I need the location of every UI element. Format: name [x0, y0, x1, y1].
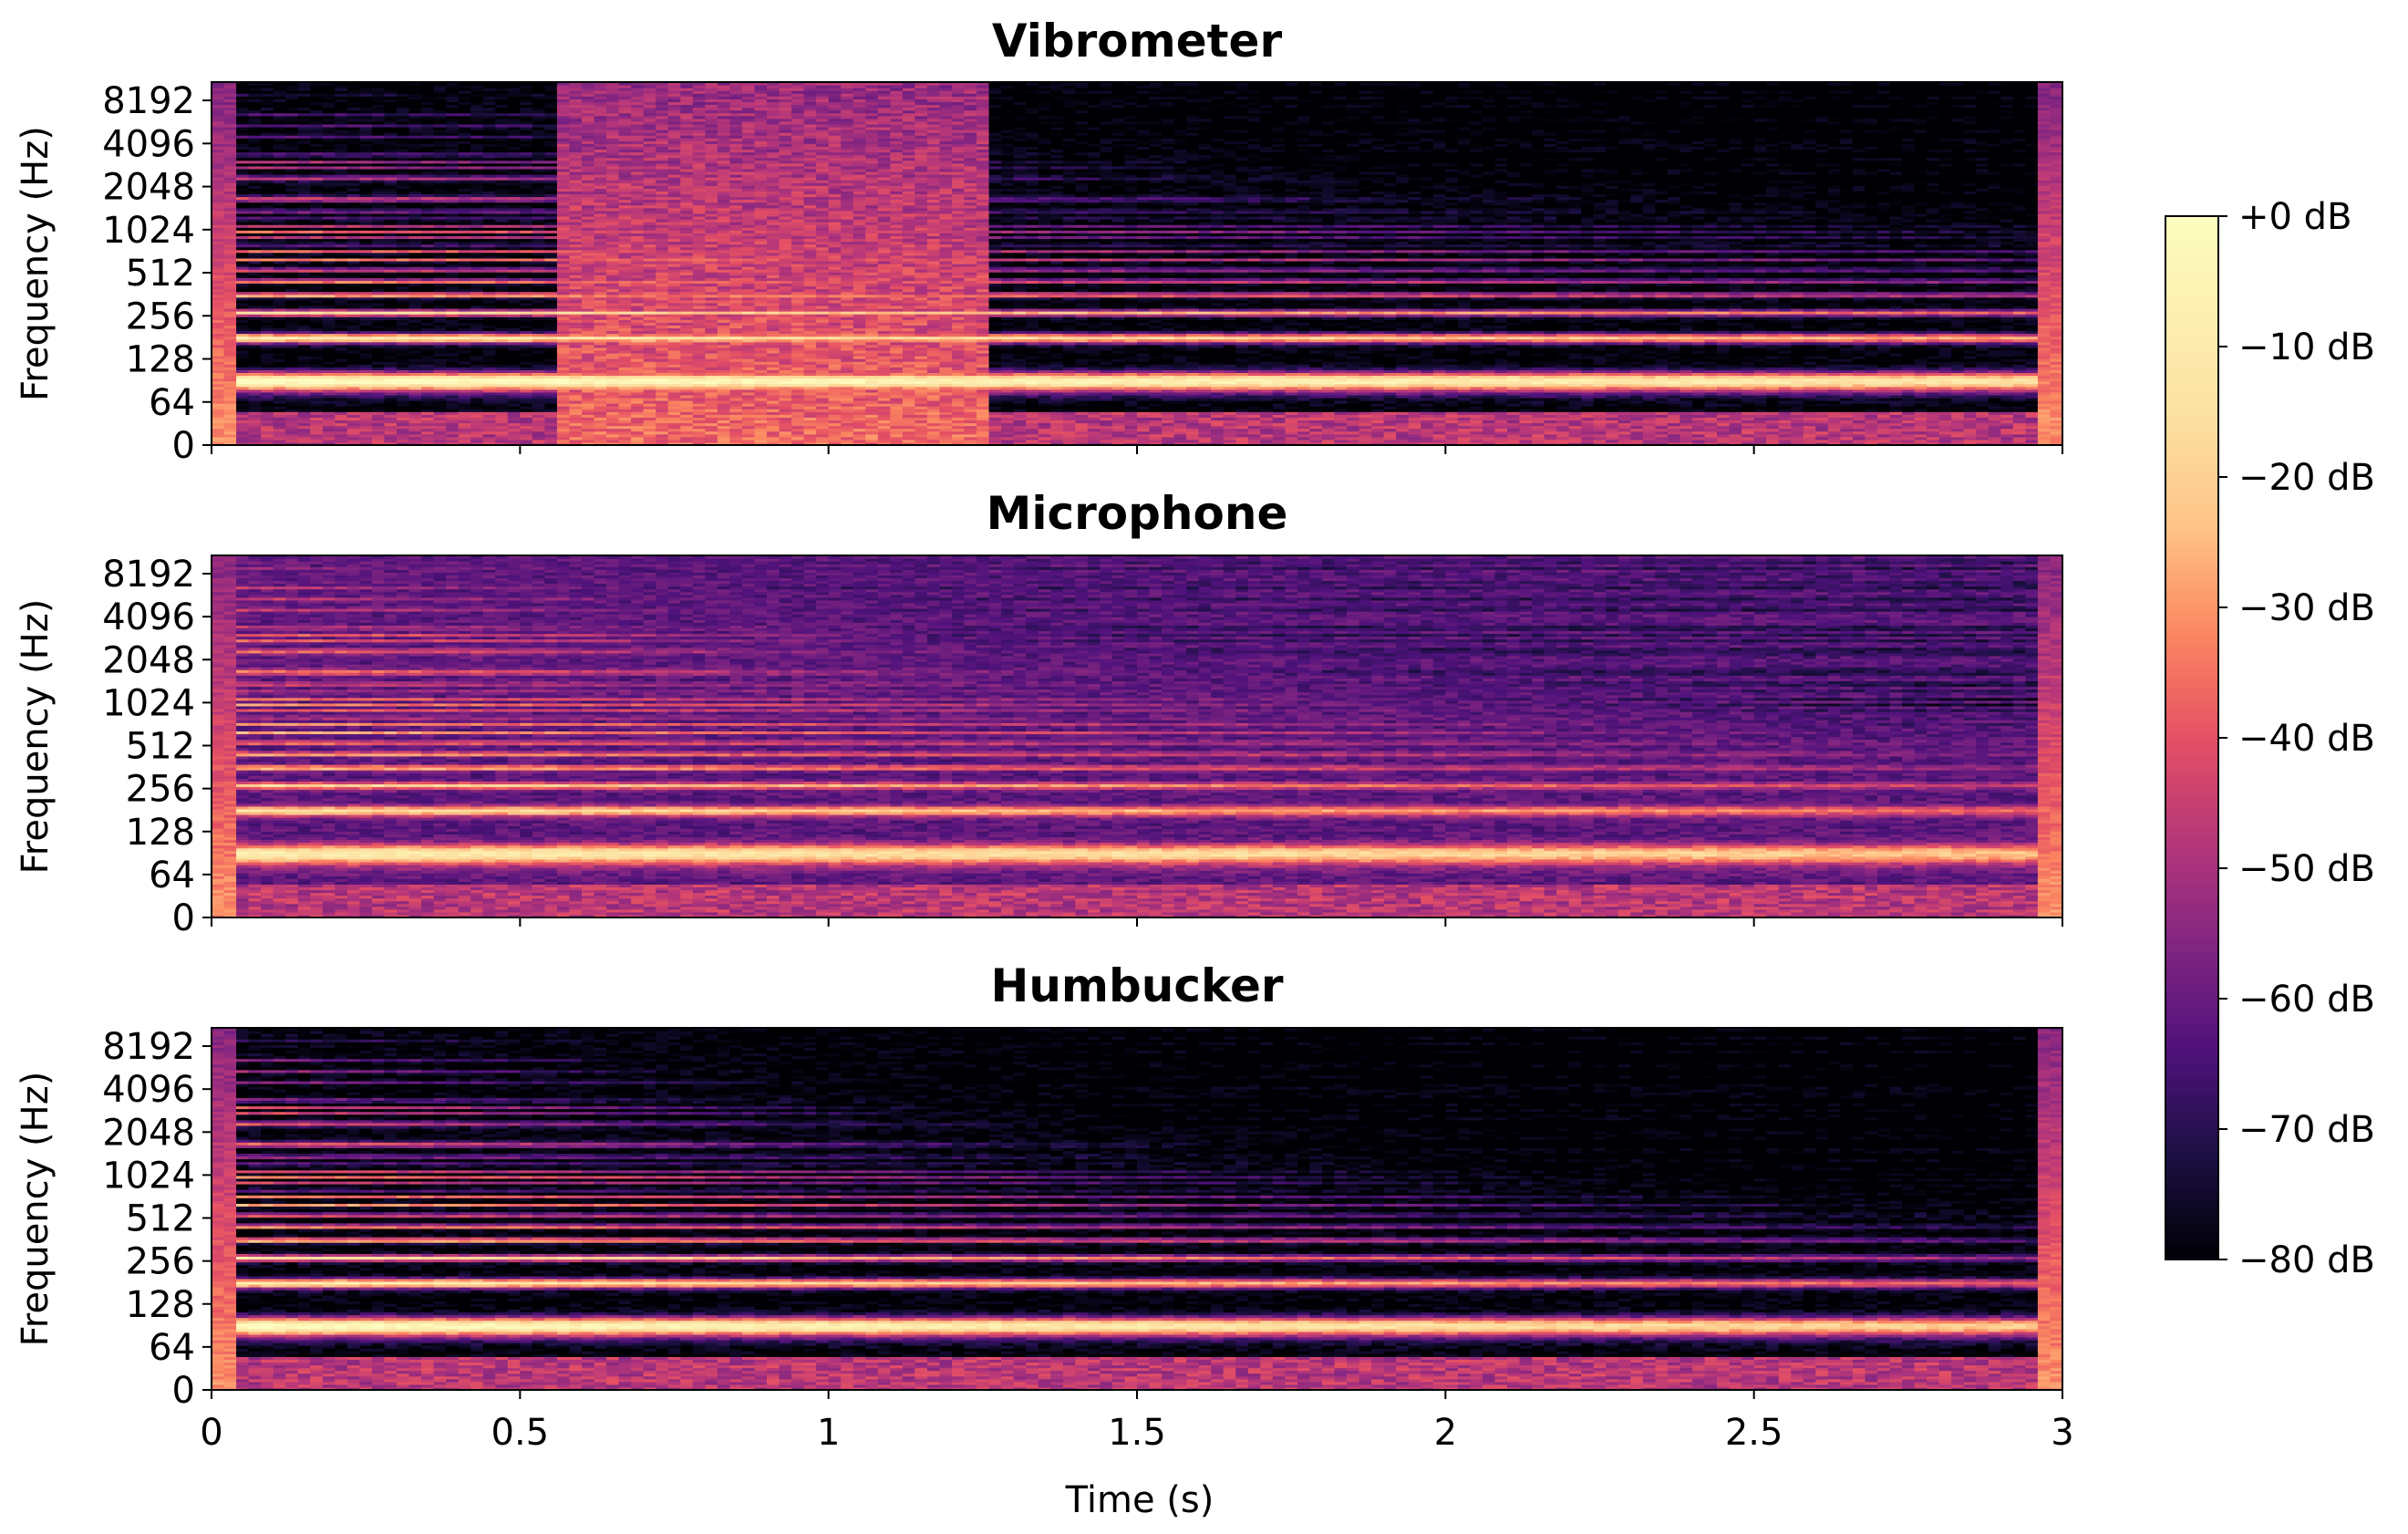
colorbar-tick-label: −60 dB [2238, 979, 2375, 1021]
y-tick-label: 0 [172, 425, 195, 467]
y-tick-label: 256 [126, 295, 195, 337]
y-axis-label: Frequency (Hz) [15, 1072, 57, 1347]
y-tick-label: 64 [149, 382, 195, 424]
y-tick-label: 512 [126, 1198, 195, 1240]
x-axis-label: Time (s) [1065, 1479, 1214, 1521]
colorbar-tick-label: −80 dB [2238, 1239, 2375, 1281]
colorbar-tick-label: −40 dB [2238, 718, 2375, 760]
y-tick-label: 128 [126, 812, 195, 854]
y-tick-label: 4096 [102, 123, 195, 165]
colorbar-tick-label: +0 dB [2238, 196, 2352, 238]
y-axis-label: Frequency (Hz) [15, 599, 57, 875]
colorbar-gradient [2165, 216, 2218, 1260]
y-tick-label: 512 [126, 726, 195, 768]
panel-humbucker: Humbucker0641282565121024204840968192Fre… [15, 959, 2074, 1454]
y-tick-label: 128 [126, 339, 195, 381]
y-tick-label: 512 [126, 253, 195, 295]
y-tick-label: 4096 [102, 1069, 195, 1111]
y-tick-label: 256 [126, 769, 195, 811]
colorbar-tick-label: −70 dB [2238, 1109, 2375, 1151]
y-tick-label: 1024 [102, 682, 195, 724]
y-tick-label: 64 [149, 855, 195, 897]
panel-title: Humbucker [990, 959, 1283, 1012]
colorbar-tick-label: −50 dB [2238, 848, 2375, 890]
x-tick-label: 1 [817, 1412, 840, 1454]
y-tick-label: 8192 [102, 80, 195, 122]
y-tick-label: 4096 [102, 596, 195, 638]
panel-title: Microphone [987, 487, 1288, 540]
x-tick-label: 2 [1434, 1412, 1457, 1454]
y-tick-label: 2048 [102, 1112, 195, 1154]
colorbar: +0 dB −10 dB −20 dB −30 dB −40 dB −50 dB −60 d… [2165, 196, 2375, 1281]
spectrogram-image [212, 555, 2063, 918]
colorbar-tick-label: −20 dB [2238, 457, 2375, 499]
y-axis-label: Frequency (Hz) [15, 126, 57, 401]
y-tick-label: 0 [172, 897, 195, 939]
panel-title: Vibrometer [992, 15, 1283, 67]
y-tick-label: 8192 [102, 1026, 195, 1068]
x-tick-label: 2.5 [1725, 1412, 1783, 1454]
x-tick-label: 1.5 [1108, 1412, 1166, 1454]
x-tick-label: 0 [200, 1412, 222, 1454]
spectrogram-image [212, 1028, 2063, 1391]
spectrogram-image [212, 82, 2063, 446]
x-tick-label: 0.5 [491, 1412, 550, 1454]
colorbar-tick-label: −30 dB [2238, 587, 2375, 629]
y-tick-label: 1024 [102, 210, 195, 252]
y-tick-label: 8192 [102, 554, 195, 596]
y-tick-label: 128 [126, 1284, 195, 1326]
y-tick-label: 2048 [102, 639, 195, 681]
y-tick-label: 0 [172, 1370, 195, 1412]
spectrogram-panels: Vibrometer0641282565121024204840968192Fr… [15, 15, 2074, 1454]
colorbar-tick-label: −10 dB [2238, 326, 2375, 368]
y-tick-label: 64 [149, 1327, 195, 1369]
y-tick-label: 256 [126, 1241, 195, 1283]
y-tick-label: 2048 [102, 167, 195, 209]
y-tick-label: 1024 [102, 1155, 195, 1197]
x-tick-label: 3 [2051, 1412, 2073, 1454]
